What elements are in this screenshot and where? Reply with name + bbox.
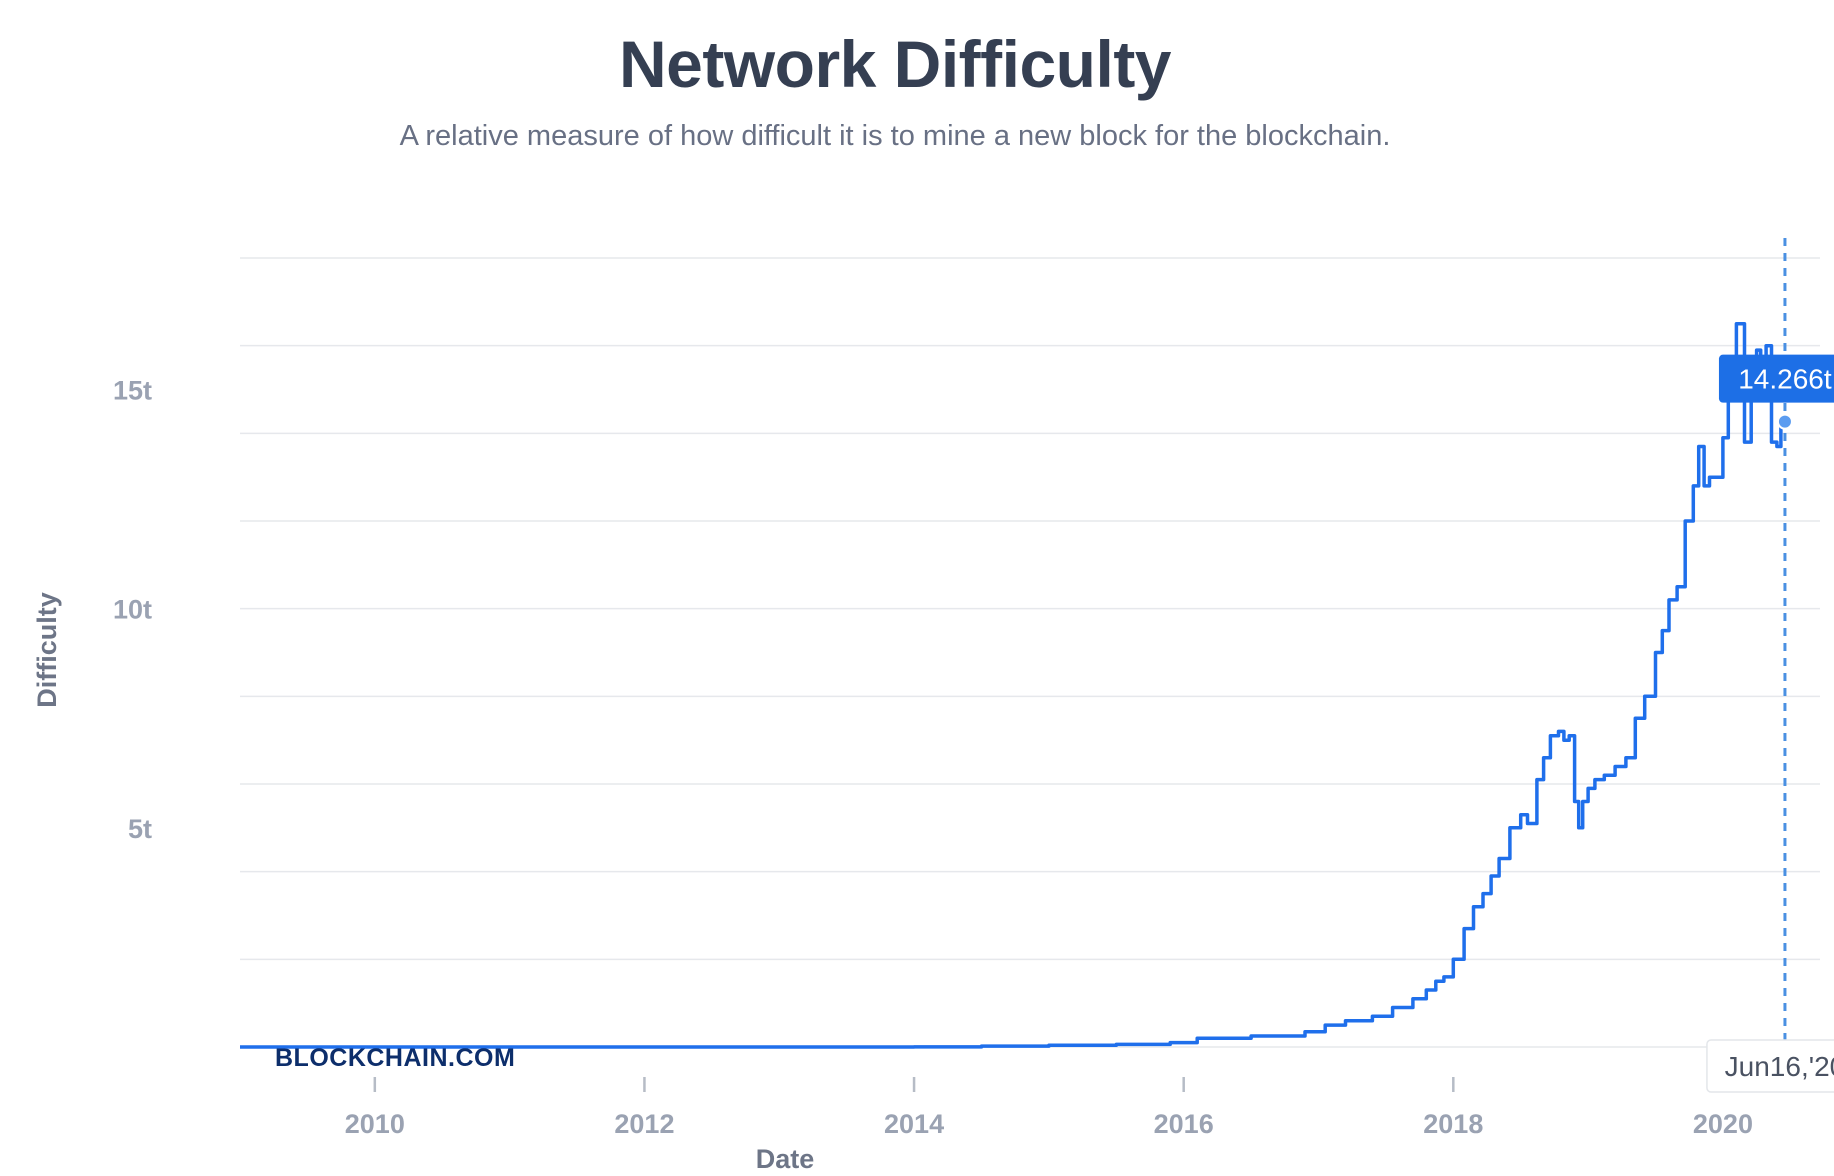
y-tick-label: 5t [128, 814, 152, 844]
chart-subtitle: A relative measure of how difficult it i… [399, 120, 1391, 152]
y-tick-label: 10t [113, 595, 152, 625]
gridlines [240, 257, 1820, 1048]
date-tooltip-box [1706, 1039, 1834, 1093]
blockchain-watermark: BLOCKCHAIN.COM [275, 1044, 515, 1072]
value-tooltip-box [1718, 354, 1834, 403]
date-tooltip: Jun16,'20 [1706, 1039, 1834, 1093]
hover-point [1776, 413, 1793, 430]
date-tooltip-label: Jun16,'20 [1725, 1051, 1834, 1082]
x-tick-label: 2012 [614, 1109, 674, 1139]
x-tick-label: 2018 [1423, 1109, 1483, 1139]
x-tick-label: 2014 [884, 1109, 944, 1139]
x-tick-label: 2020 [1693, 1109, 1753, 1139]
y-axis-ticks: 5t 10t 15t [113, 376, 152, 844]
x-tick-label: 2016 [1154, 1109, 1214, 1139]
x-tick-label: 2010 [345, 1109, 405, 1139]
y-axis-title: Difficulty [32, 592, 62, 708]
y-tick-label: 15t [113, 376, 152, 406]
difficulty-series-line [240, 322, 1787, 1049]
x-axis-ticks: 2010 2012 2014 2016 2018 2020 [345, 1077, 1753, 1139]
chart-title: Network Difficulty [618, 27, 1172, 101]
x-axis-title: Date [756, 1144, 815, 1174]
value-tooltip-label: 14.266t [1738, 364, 1832, 395]
value-tooltip: 14.266t [1718, 354, 1834, 403]
